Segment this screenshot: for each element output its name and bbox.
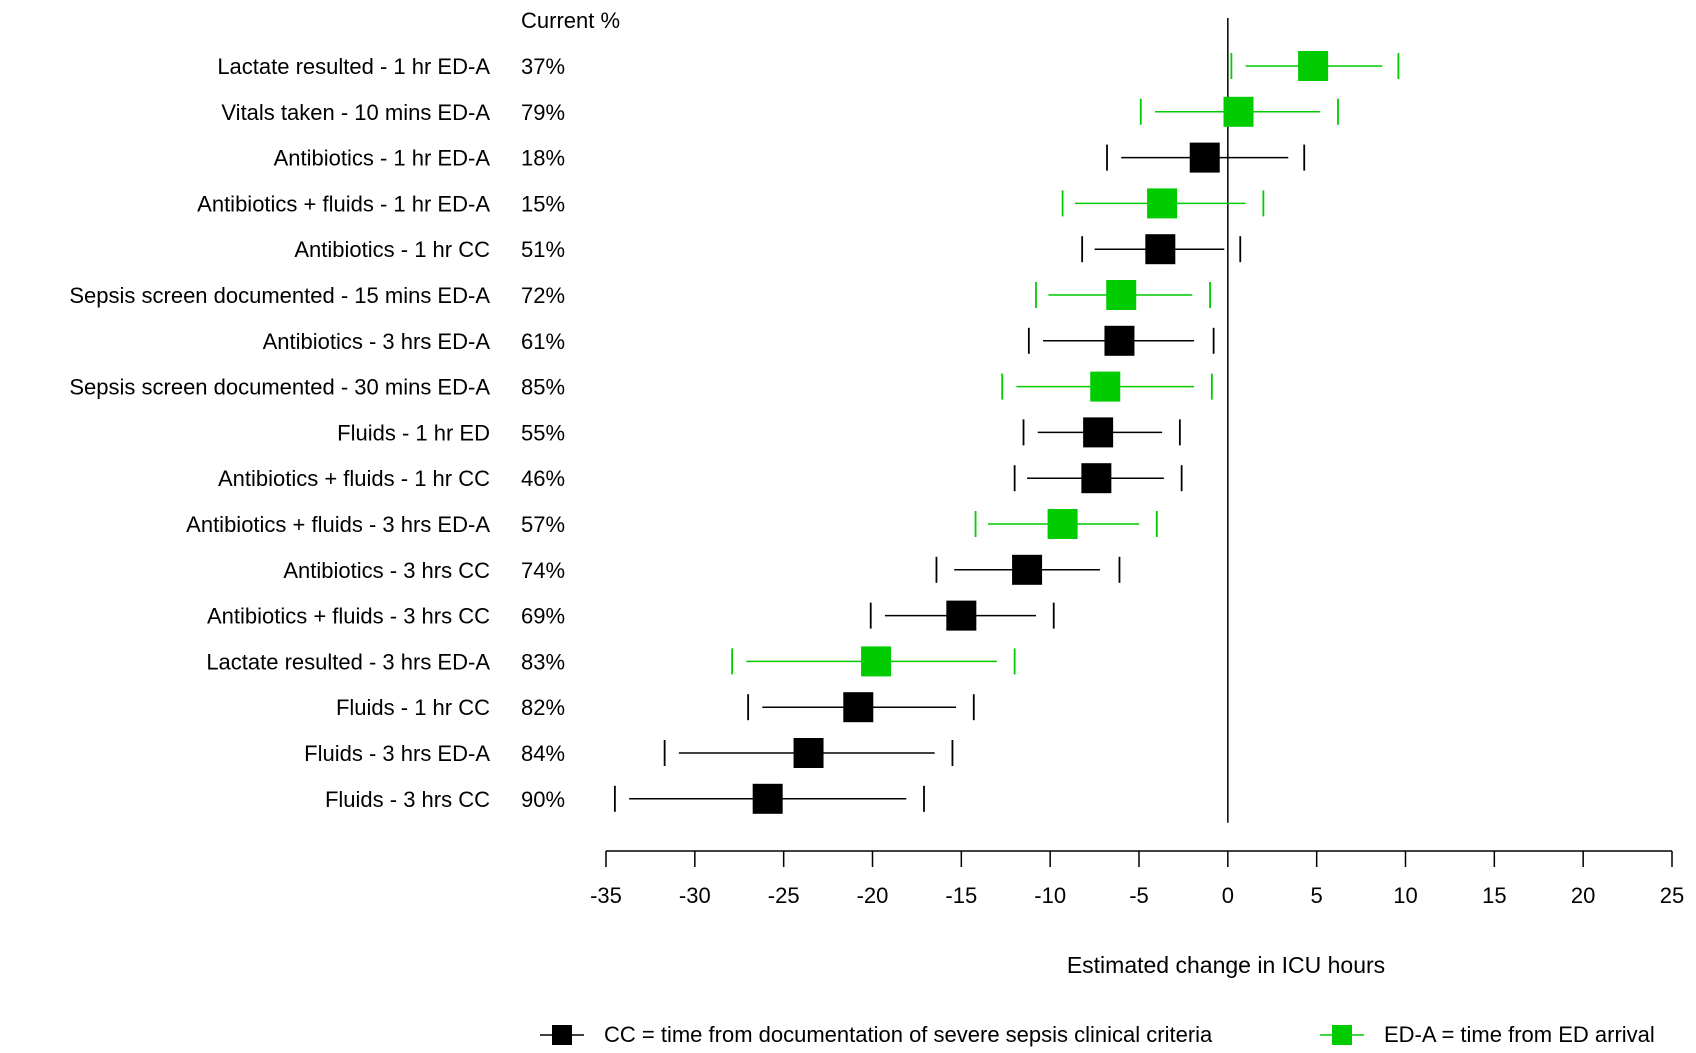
row-label: Antibiotics - 1 hr ED-A bbox=[274, 146, 491, 171]
point-estimate-marker bbox=[946, 600, 977, 631]
row-label: Lactate resulted - 3 hrs ED-A bbox=[206, 649, 490, 674]
point-estimate-marker bbox=[1189, 142, 1220, 173]
point-estimate-marker bbox=[843, 692, 874, 723]
legend-marker-swatch bbox=[1332, 1025, 1352, 1045]
forest-row: Fluids - 1 hr ED 55% bbox=[337, 417, 1181, 448]
x-tick-label: -30 bbox=[679, 883, 711, 908]
row-label: Antibiotics + fluids - 1 hr ED-A bbox=[197, 191, 490, 216]
row-current-percent: 72% bbox=[521, 283, 565, 308]
x-tick-label: 0 bbox=[1222, 883, 1234, 908]
current-percent-header: Current % bbox=[521, 8, 620, 33]
x-tick-label: 20 bbox=[1571, 883, 1595, 908]
row-label: Antibiotics - 3 hrs ED-A bbox=[263, 329, 491, 354]
forest-row: Antibiotics + fluids - 1 hr ED-A 15% bbox=[197, 188, 1265, 219]
x-tick-label: 10 bbox=[1393, 883, 1417, 908]
row-current-percent: 37% bbox=[521, 54, 565, 79]
forest-row: Antibiotics + fluids - 1 hr CC 46% bbox=[218, 463, 1183, 494]
row-label: Antibiotics - 1 hr CC bbox=[294, 237, 490, 262]
x-tick-label: 15 bbox=[1482, 883, 1506, 908]
row-label: Fluids - 3 hrs CC bbox=[325, 787, 490, 812]
row-current-percent: 90% bbox=[521, 787, 565, 812]
row-label: Sepsis screen documented - 30 mins ED-A bbox=[69, 375, 490, 400]
row-label: Antibiotics - 3 hrs CC bbox=[283, 558, 490, 583]
forest-row: Antibiotics - 1 hr ED-A 18% bbox=[274, 142, 1306, 173]
row-current-percent: 74% bbox=[521, 558, 565, 583]
forest-row: Fluids - 1 hr CC 82% bbox=[336, 692, 975, 723]
x-axis-title: Estimated change in ICU hours bbox=[1067, 952, 1385, 978]
row-current-percent: 46% bbox=[521, 466, 565, 491]
x-axis: -35 -30 -25 -20 -15 -10 -5 0 5 10 15 20 25 bbox=[590, 850, 1684, 908]
x-tick-label: 5 bbox=[1311, 883, 1323, 908]
point-estimate-marker bbox=[1223, 96, 1254, 127]
row-current-percent: 83% bbox=[521, 649, 565, 674]
forest-row: Antibiotics - 3 hrs ED-A 61% bbox=[263, 325, 1215, 356]
point-estimate-marker bbox=[1047, 509, 1078, 539]
x-tick-label: -20 bbox=[857, 883, 889, 908]
row-label: Fluids - 3 hrs ED-A bbox=[304, 741, 490, 766]
forest-row: Sepsis screen documented - 30 mins ED-A 8… bbox=[69, 371, 1213, 402]
row-current-percent: 84% bbox=[521, 741, 565, 766]
row-label: Fluids - 1 hr ED bbox=[337, 420, 490, 445]
forest-row: Vitals taken - 10 mins ED-A 79% bbox=[221, 96, 1339, 127]
row-current-percent: 79% bbox=[521, 100, 565, 125]
point-estimate-marker bbox=[793, 738, 824, 768]
x-tick-label: -35 bbox=[590, 883, 622, 908]
forest-row: Fluids - 3 hrs ED-A 84% bbox=[304, 738, 954, 768]
forest-row: Lactate resulted - 3 hrs ED-A 83% bbox=[206, 646, 1016, 677]
forest-row: Fluids - 3 hrs CC 90% bbox=[325, 783, 925, 814]
point-estimate-marker bbox=[861, 646, 892, 677]
legend-label: ED-A = time from ED arrival bbox=[1384, 1022, 1655, 1047]
row-label: Sepsis screen documented - 15 mins ED-A bbox=[69, 283, 490, 308]
row-current-percent: 69% bbox=[521, 604, 565, 629]
row-label: Antibiotics + fluids - 1 hr CC bbox=[218, 466, 490, 491]
point-estimate-marker bbox=[1147, 188, 1178, 219]
x-tick-label: -5 bbox=[1129, 883, 1149, 908]
row-current-percent: 51% bbox=[521, 237, 565, 262]
row-current-percent: 55% bbox=[521, 420, 565, 445]
point-estimate-marker bbox=[1090, 371, 1121, 402]
point-estimate-marker bbox=[1145, 234, 1176, 265]
point-estimate-marker bbox=[1298, 51, 1329, 81]
row-label: Antibiotics + fluids - 3 hrs ED-A bbox=[186, 512, 490, 537]
row-current-percent: 15% bbox=[521, 191, 565, 216]
forest-row: Antibiotics - 1 hr CC 51% bbox=[294, 234, 1242, 265]
point-estimate-marker bbox=[1104, 325, 1135, 356]
point-estimate-marker bbox=[752, 783, 783, 814]
forest-row: Antibiotics + fluids - 3 hrs CC 69% bbox=[207, 600, 1055, 631]
forest-row: Lactate resulted - 1 hr ED-A 37% bbox=[217, 51, 1400, 81]
legend: CC = time from documentation of severe s… bbox=[540, 1022, 1655, 1047]
forest-row: Antibiotics + fluids - 3 hrs ED-A 57% bbox=[186, 509, 1158, 539]
row-current-percent: 18% bbox=[521, 146, 565, 171]
forest-row: Antibiotics - 3 hrs CC 74% bbox=[283, 554, 1121, 585]
point-estimate-marker bbox=[1106, 280, 1137, 310]
row-current-percent: 61% bbox=[521, 329, 565, 354]
point-estimate-marker bbox=[1083, 417, 1114, 448]
row-current-percent: 82% bbox=[521, 695, 565, 720]
row-label: Fluids - 1 hr CC bbox=[336, 695, 490, 720]
legend-label: CC = time from documentation of severe s… bbox=[604, 1022, 1213, 1047]
point-estimate-marker bbox=[1012, 554, 1043, 585]
legend-item: CC = time from documentation of severe s… bbox=[540, 1022, 1213, 1047]
forest-row: Sepsis screen documented - 15 mins ED-A 7… bbox=[69, 280, 1211, 310]
point-estimate-marker bbox=[1081, 463, 1112, 494]
rows-layer: Lactate resulted - 1 hr ED-A 37% Vitals ta… bbox=[69, 18, 1400, 823]
x-tick-label: -15 bbox=[945, 883, 977, 908]
legend-marker-swatch bbox=[552, 1025, 572, 1045]
row-label: Lactate resulted - 1 hr ED-A bbox=[217, 54, 490, 79]
row-label: Vitals taken - 10 mins ED-A bbox=[221, 100, 490, 125]
legend-item: ED-A = time from ED arrival bbox=[1320, 1022, 1655, 1047]
x-tick-label: -25 bbox=[768, 883, 800, 908]
x-tick-label: 25 bbox=[1660, 883, 1684, 908]
x-tick-label: -10 bbox=[1034, 883, 1066, 908]
row-label: Antibiotics + fluids - 3 hrs CC bbox=[207, 604, 490, 629]
row-current-percent: 85% bbox=[521, 375, 565, 400]
row-current-percent: 57% bbox=[521, 512, 565, 537]
